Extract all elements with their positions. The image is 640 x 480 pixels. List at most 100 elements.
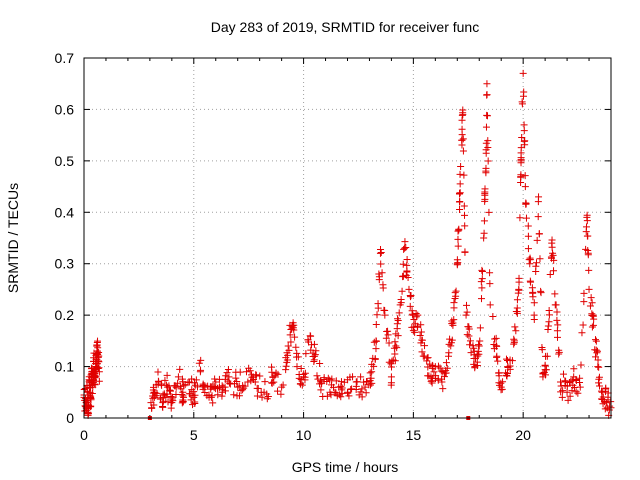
y-tick-label: 0.4 (55, 204, 75, 220)
data-point (87, 402, 95, 410)
data-point (293, 363, 301, 371)
data-point (461, 211, 469, 219)
data-point (454, 242, 462, 250)
data-point (598, 388, 606, 396)
data-point (477, 295, 485, 303)
data-point (462, 311, 470, 319)
data-point (379, 281, 387, 289)
data-point (166, 387, 174, 395)
data-point (483, 80, 491, 88)
data-point (512, 308, 520, 316)
data-point (445, 340, 453, 348)
data-point (454, 235, 462, 243)
data-point (293, 349, 301, 357)
data-point (403, 261, 411, 269)
data-point (403, 256, 411, 264)
data-point (274, 387, 282, 395)
data-point (197, 356, 205, 364)
data-point (225, 373, 233, 381)
data-point (190, 388, 198, 396)
data-point (405, 285, 413, 293)
data-point (188, 375, 196, 383)
x-tick-label: 10 (296, 427, 312, 443)
data-point (517, 144, 525, 152)
data-point (526, 256, 534, 264)
x-tick-label: 5 (190, 427, 198, 443)
data-point (358, 385, 366, 393)
data-point (599, 400, 607, 408)
data-point (464, 323, 472, 331)
data-point (261, 378, 269, 386)
data-point (254, 384, 262, 392)
data-point (559, 370, 567, 378)
data-point (187, 396, 195, 404)
data-point (226, 380, 234, 388)
data-point (457, 162, 465, 170)
data-point (382, 334, 390, 342)
data-point (524, 232, 532, 240)
data-point (545, 306, 553, 314)
data-point (357, 373, 365, 381)
data-point (195, 359, 203, 367)
data-point (314, 375, 322, 383)
y-tick-label: 0.7 (55, 50, 75, 66)
data-point (483, 91, 491, 99)
data-point (542, 352, 550, 360)
data-point (295, 374, 303, 382)
data-point (162, 393, 170, 401)
data-point (301, 376, 309, 384)
data-point (395, 309, 403, 317)
data-point (402, 244, 410, 252)
data-point (588, 312, 596, 320)
data-point (527, 278, 535, 286)
data-point (450, 299, 458, 307)
data-point (473, 362, 481, 370)
data-point (591, 346, 599, 354)
data-point (180, 393, 188, 401)
data-point (209, 382, 217, 390)
data-point (282, 362, 290, 370)
data-point (548, 236, 556, 244)
data-point (553, 316, 561, 324)
data-point (401, 238, 409, 246)
data-point (521, 172, 529, 180)
data-point (460, 202, 468, 210)
data-point (258, 393, 266, 401)
data-point (316, 360, 324, 368)
data-point (493, 353, 501, 361)
data-point (529, 288, 537, 296)
data-point (491, 335, 499, 343)
data-point (392, 330, 400, 338)
y-tick-label: 0.3 (55, 256, 75, 272)
data-point (465, 332, 473, 340)
data-point (477, 278, 485, 286)
data-point (515, 274, 523, 282)
data-point (294, 353, 302, 361)
data-point (197, 366, 205, 374)
data-point (284, 342, 292, 350)
data-point (427, 377, 435, 385)
data-point (550, 267, 558, 275)
x-axis-label: GPS time / hours (292, 459, 399, 475)
data-point (470, 344, 478, 352)
data-point (377, 248, 385, 256)
data-point (478, 275, 486, 283)
data-point (159, 403, 167, 411)
data-point (579, 321, 587, 329)
data-point (377, 245, 385, 253)
data-point (154, 368, 162, 376)
data-point (230, 391, 238, 399)
data-point (172, 391, 180, 399)
data-point (510, 335, 518, 343)
data-point (595, 373, 603, 381)
data-point (424, 363, 432, 371)
data-point (268, 379, 276, 387)
data-point (218, 382, 226, 390)
data-point (534, 213, 542, 221)
data-point (191, 381, 199, 389)
data-point (515, 286, 523, 294)
data-point (270, 378, 278, 386)
data-point (470, 360, 478, 368)
data-point (387, 379, 395, 387)
data-point (277, 390, 285, 398)
